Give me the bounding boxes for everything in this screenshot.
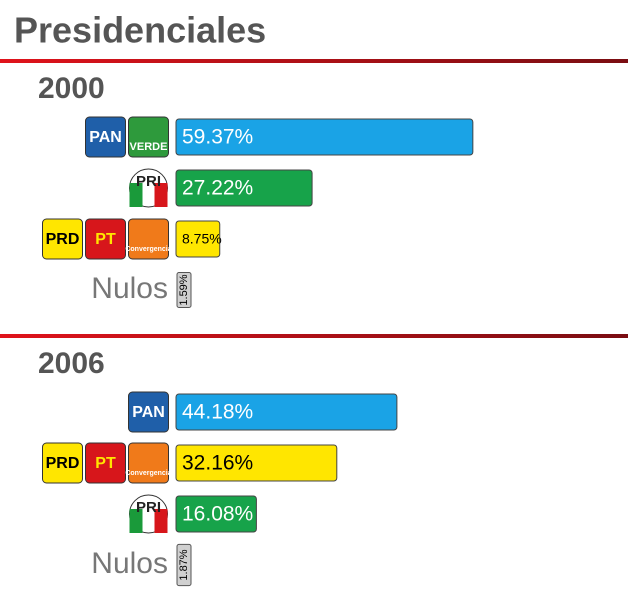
logo-stripe bbox=[129, 183, 143, 207]
logo-box bbox=[128, 442, 169, 484]
value-label: 1.59% bbox=[178, 274, 190, 305]
value-label: 1.87% bbox=[178, 549, 190, 580]
bar bbox=[176, 272, 192, 308]
logo-text: PRD bbox=[46, 231, 80, 248]
value-label: 16.08% bbox=[182, 503, 253, 526]
logo-box bbox=[85, 116, 126, 158]
value-label: 32.16% bbox=[182, 452, 253, 475]
bar bbox=[176, 543, 192, 587]
logo-box bbox=[128, 391, 169, 433]
category-label: Nulos bbox=[91, 272, 168, 305]
logo-text: PT bbox=[95, 231, 116, 248]
logo-text: Convergencia bbox=[125, 246, 171, 253]
category-label: Nulos bbox=[91, 547, 168, 580]
bar bbox=[175, 220, 221, 258]
divider bbox=[0, 334, 628, 338]
logo-box bbox=[85, 218, 126, 260]
logo-text: PRI bbox=[136, 173, 161, 190]
logo-box bbox=[128, 218, 169, 260]
panel-title: 2000 bbox=[38, 72, 105, 105]
bar bbox=[175, 495, 257, 533]
bar bbox=[175, 393, 398, 431]
logo-stripe bbox=[154, 183, 168, 207]
value-label: 59.37% bbox=[182, 126, 253, 149]
logo-box bbox=[128, 116, 169, 158]
logo-text: PRD bbox=[46, 455, 80, 472]
value-label: 27.22% bbox=[182, 177, 253, 200]
logo-text: PT bbox=[95, 455, 116, 472]
logo-text: VERDE bbox=[130, 141, 168, 153]
value-label: 44.18% bbox=[182, 401, 253, 424]
bar bbox=[175, 169, 313, 207]
logo-stripe bbox=[129, 509, 143, 533]
logo-text: Convergencia bbox=[125, 470, 171, 477]
logo-stripe bbox=[154, 509, 168, 533]
logo-text: PAN bbox=[132, 404, 165, 421]
logo-text: PAN bbox=[89, 129, 122, 146]
logo-box bbox=[42, 442, 83, 484]
bar bbox=[175, 444, 338, 482]
bar bbox=[175, 118, 474, 156]
logo-box bbox=[42, 218, 83, 260]
panel-title: 2006 bbox=[38, 347, 105, 380]
logo-text: PRI bbox=[136, 499, 161, 516]
divider bbox=[0, 59, 628, 63]
logo-box bbox=[85, 442, 126, 484]
page-title: Presidenciales bbox=[14, 10, 266, 51]
value-label: 8.75% bbox=[182, 231, 222, 247]
